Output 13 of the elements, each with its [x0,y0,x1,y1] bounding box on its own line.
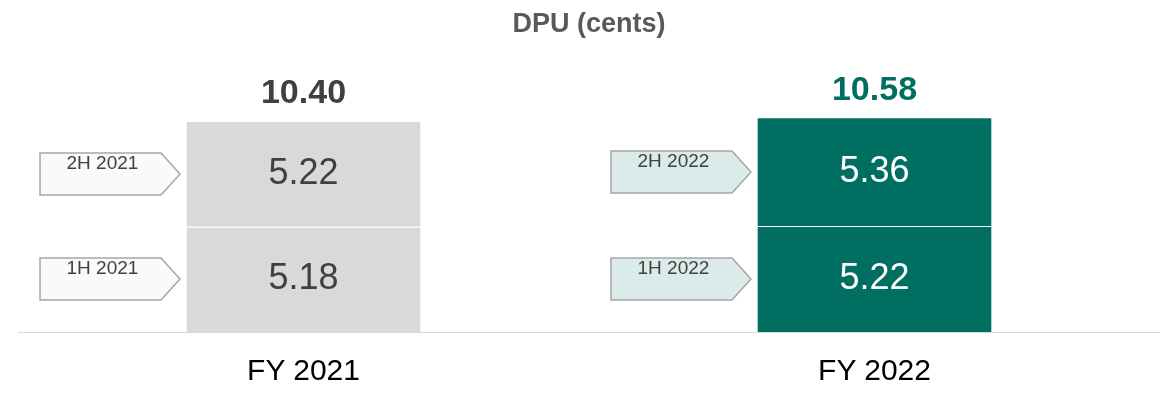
data-label: 5.18 [268,256,339,298]
data-label: 5.22 [268,150,339,192]
total-label: 10.58 [831,68,918,107]
data-label: 5.22 [839,255,910,297]
annotation: 2H 2022 [636,149,711,172]
annotation: 1H 2022 [636,257,711,280]
data-label: 5.36 [839,148,910,190]
chart-title: DPU (cents) [512,7,666,38]
x-tick-label: FY 2022 [818,353,931,387]
annotation: 1H 2021 [65,257,140,280]
annotation: 2H 2021 [65,151,140,174]
total-label: 10.40 [260,72,347,111]
x-tick-label: FY 2021 [247,353,360,387]
